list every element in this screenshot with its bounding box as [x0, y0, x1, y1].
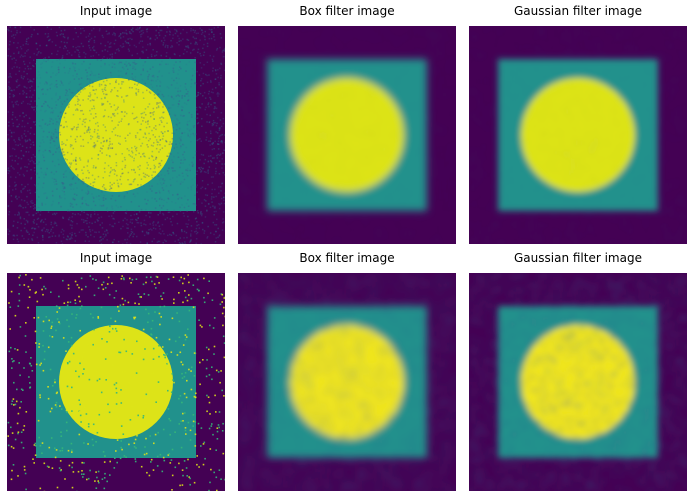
- noise-texture: [238, 26, 456, 244]
- circle-region: [290, 78, 404, 192]
- image-box-filtered: [238, 26, 456, 244]
- noise-texture: [238, 273, 456, 491]
- circle-region: [521, 78, 635, 192]
- panel-title: Box filter image: [299, 4, 395, 18]
- noise-texture: [7, 274, 225, 491]
- panel-title: Input image: [79, 251, 153, 265]
- panel-title: Gaussian filter image: [514, 251, 642, 265]
- panel-title: Box filter image: [299, 251, 395, 265]
- noise-texture: [7, 26, 225, 244]
- image-gaussian-filtered: [469, 26, 687, 244]
- noise-texture: [469, 273, 687, 491]
- image-input-noisy: [7, 26, 225, 244]
- image-box-filtered: [238, 273, 456, 491]
- noise-texture: [469, 26, 687, 244]
- circle-region: [59, 325, 173, 439]
- image-gaussian-filtered: [469, 273, 687, 491]
- panel-title: Input image: [79, 4, 153, 18]
- panel-title: Gaussian filter image: [514, 4, 642, 18]
- image-input-speckled: [7, 273, 225, 491]
- circle-region: [59, 78, 173, 192]
